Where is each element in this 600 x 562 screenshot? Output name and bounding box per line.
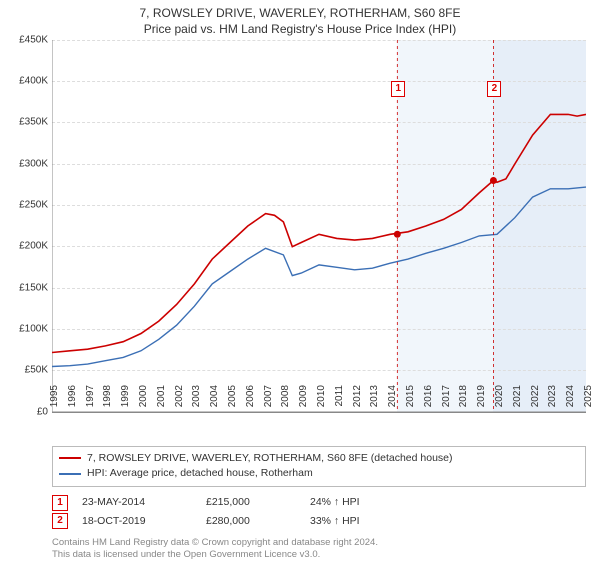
chart-plot: £0£50K£100K£150K£200K£250K£300K£350K£400…	[52, 40, 586, 412]
y-tick-label: £250K	[6, 199, 52, 210]
sale-vs-hpi: 33% ↑ HPI	[310, 512, 360, 531]
sale-marker-label: 1	[391, 81, 405, 97]
x-tick-label: 2000	[138, 385, 149, 415]
x-tick-label: 1997	[85, 385, 96, 415]
footnote: Contains HM Land Registry data © Crown c…	[52, 537, 592, 562]
x-tick-label: 2004	[209, 385, 220, 415]
legend-label: HPI: Average price, detached house, Roth…	[87, 466, 313, 482]
series-hpi	[52, 187, 586, 366]
sale-date: 23-MAY-2014	[82, 493, 192, 512]
legend: 7, ROWSLEY DRIVE, WAVERLEY, ROTHERHAM, S…	[52, 446, 586, 488]
series-property	[52, 114, 586, 352]
x-tick-label: 2007	[263, 385, 274, 415]
legend-swatch	[59, 457, 81, 459]
x-tick-label: 1996	[67, 385, 78, 415]
legend-label: 7, ROWSLEY DRIVE, WAVERLEY, ROTHERHAM, S…	[87, 451, 453, 467]
legend-row: 7, ROWSLEY DRIVE, WAVERLEY, ROTHERHAM, S…	[59, 451, 579, 467]
sale-price: £215,000	[206, 493, 296, 512]
sale-dot	[490, 177, 497, 184]
y-tick-label: £100K	[6, 323, 52, 334]
x-tick-label: 2008	[280, 385, 291, 415]
y-tick-label: £450K	[6, 34, 52, 45]
sales-table: 1 23-MAY-2014 £215,000 24% ↑ HPI 2 18-OCT-201…	[52, 493, 592, 531]
x-tick-label: 2020	[494, 385, 505, 415]
x-tick-label: 2019	[476, 385, 487, 415]
x-tick-label: 2023	[547, 385, 558, 415]
sale-id-box: 1	[52, 495, 68, 511]
sale-dot	[394, 230, 401, 237]
x-tick-label: 2005	[227, 385, 238, 415]
page-subtitle: Price paid vs. HM Land Registry's House …	[8, 22, 592, 36]
x-tick-label: 2018	[458, 385, 469, 415]
y-tick-label: £50K	[6, 365, 52, 376]
legend-swatch	[59, 473, 81, 475]
footnote-l1: Contains HM Land Registry data © Crown c…	[52, 537, 592, 549]
y-tick-label: £350K	[6, 117, 52, 128]
sale-id-box: 2	[52, 513, 68, 529]
sale-vs-hpi: 24% ↑ HPI	[310, 493, 360, 512]
y-tick-label: £200K	[6, 241, 52, 252]
x-tick-label: 2017	[441, 385, 452, 415]
x-tick-label: 1998	[102, 385, 113, 415]
x-tick-label: 2001	[156, 385, 167, 415]
sale-marker-label: 2	[487, 81, 501, 97]
x-tick-label: 2016	[423, 385, 434, 415]
sale-row: 2 18-OCT-2019 £280,000 33% ↑ HPI	[52, 512, 592, 531]
y-tick-label: £0	[6, 406, 52, 417]
y-tick-label: £150K	[6, 282, 52, 293]
x-tick-label: 2013	[369, 385, 380, 415]
x-tick-label: 2022	[530, 385, 541, 415]
chart-svg	[52, 40, 586, 412]
x-tick-label: 2014	[387, 385, 398, 415]
x-tick-label: 2021	[512, 385, 523, 415]
y-tick-label: £400K	[6, 75, 52, 86]
x-tick-label: 2003	[191, 385, 202, 415]
x-tick-label: 2002	[174, 385, 185, 415]
x-tick-label: 1995	[49, 385, 60, 415]
x-tick-label: 2024	[565, 385, 576, 415]
x-tick-label: 2009	[298, 385, 309, 415]
sale-row: 1 23-MAY-2014 £215,000 24% ↑ HPI	[52, 493, 592, 512]
x-tick-label: 2015	[405, 385, 416, 415]
x-tick-label: 1999	[120, 385, 131, 415]
sale-date: 18-OCT-2019	[82, 512, 192, 531]
sale-price: £280,000	[206, 512, 296, 531]
x-tick-label: 2011	[334, 385, 345, 415]
page-title: 7, ROWSLEY DRIVE, WAVERLEY, ROTHERHAM, S…	[8, 6, 592, 22]
x-tick-label: 2010	[316, 385, 327, 415]
x-tick-label: 2025	[583, 385, 594, 415]
x-tick-label: 2006	[245, 385, 256, 415]
y-tick-label: £300K	[6, 158, 52, 169]
x-tick-label: 2012	[352, 385, 363, 415]
legend-row: HPI: Average price, detached house, Roth…	[59, 466, 579, 482]
